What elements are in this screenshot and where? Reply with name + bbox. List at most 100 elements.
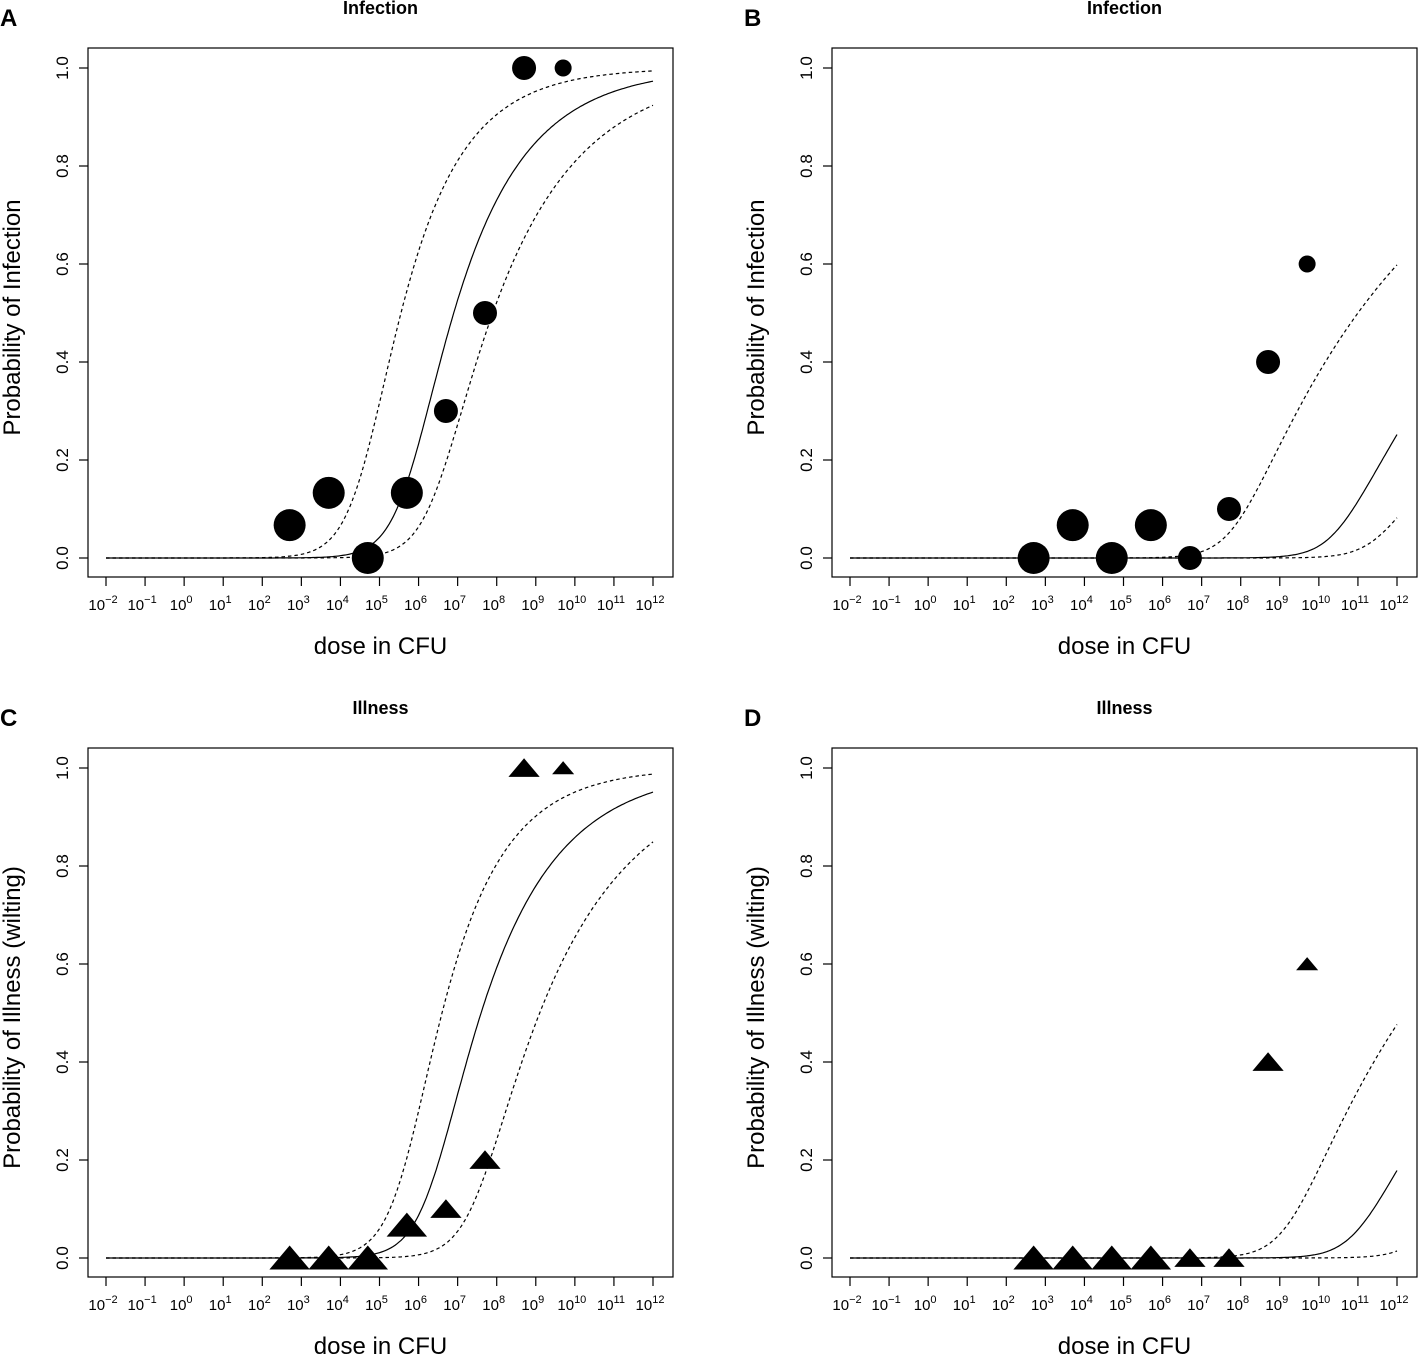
- x-tick-label: 1012: [1380, 1294, 1409, 1314]
- x-tick-label: 10−2: [88, 1294, 117, 1314]
- y-tick-label: 0.6: [53, 252, 72, 276]
- x-tick-label: 1012: [636, 594, 665, 614]
- panel-letter: A: [0, 5, 17, 32]
- data-point: [512, 56, 537, 80]
- y-tick-label: 0.4: [53, 1050, 72, 1074]
- x-tick-label: 109: [521, 1294, 544, 1314]
- y-tick-label: 0.0: [797, 546, 816, 570]
- y-tick-label: 0.6: [797, 952, 816, 976]
- x-tick-label: 108: [1226, 594, 1249, 614]
- data-point: [390, 476, 423, 509]
- x-tick-label: 10−1: [871, 1294, 900, 1314]
- panel-letter: C: [0, 705, 17, 732]
- x-tick-label: 107: [443, 594, 466, 614]
- x-tick-label: 103: [1031, 1294, 1054, 1314]
- lower-ci-curve: [106, 841, 654, 1259]
- data-point: [1130, 1245, 1172, 1270]
- y-tick-label: 0.8: [53, 154, 72, 178]
- y-tick-label: 0.2: [797, 448, 816, 472]
- chart-panel-c: C Illness 0.0 0.2 0.4 0.6 0.8 1.0 10−2 10−1 100 101…: [0, 698, 674, 1356]
- y-axis-label: Probability of Illness (wilting): [743, 866, 770, 1169]
- chart-title: Illness: [352, 698, 408, 718]
- y-tick-label: 0.6: [53, 952, 72, 976]
- x-axis-label: dose in CFU: [314, 633, 447, 660]
- x-tick-label: 108: [482, 1294, 505, 1314]
- y-tick-label: 0.0: [53, 546, 72, 570]
- x-tick-label: 105: [365, 594, 388, 614]
- x-tick-label: 1011: [1341, 594, 1369, 614]
- upper-ci-curve: [850, 1024, 1398, 1259]
- y-tick-label: 0.6: [797, 252, 816, 276]
- x-tick-label: 106: [1148, 594, 1171, 614]
- plot-frame: [87, 747, 674, 1278]
- data-point: [1174, 1248, 1206, 1267]
- x-tick-label: 108: [482, 594, 505, 614]
- x-tick-label: 105: [1109, 1294, 1132, 1314]
- x-tick-label: 1010: [557, 594, 586, 614]
- data-point: [269, 1245, 310, 1270]
- y-tick-label: 0.4: [53, 350, 72, 374]
- x-axis-label: dose in CFU: [1058, 1333, 1191, 1356]
- y-tick-label: 0.2: [53, 448, 72, 472]
- y-tick-label: 0.8: [797, 154, 816, 178]
- x-tick-label: 103: [287, 1294, 310, 1314]
- x-tick-label: 109: [1265, 594, 1288, 614]
- fit-curve: [106, 791, 654, 1259]
- y-tick-label: 0.8: [53, 854, 72, 878]
- x-tick-label: 1012: [1380, 594, 1409, 614]
- data-point: [312, 476, 345, 509]
- data-point: [552, 761, 575, 775]
- panel-letter: B: [744, 5, 761, 32]
- x-tick-label: 10−2: [832, 1294, 861, 1314]
- plot-frame: [831, 747, 1418, 1278]
- x-tick-label: 10−2: [832, 594, 861, 614]
- chart-panel-b: B Infection 0.0 0.2 0.4 0.6 0.8 1.0 10−2 10−1 100 1…: [743, 0, 1418, 660]
- x-tick-label: 1011: [1341, 1294, 1369, 1314]
- data-point: [308, 1245, 349, 1270]
- x-tick-label: 100: [914, 1294, 937, 1314]
- x-tick-label: 100: [170, 594, 193, 614]
- y-axis-label: Probability of Infection: [0, 199, 26, 435]
- data-point: [1056, 509, 1089, 542]
- x-tick-label: 101: [209, 1294, 232, 1314]
- x-tick-label: 1011: [597, 594, 625, 614]
- fit-curve: [850, 1170, 1398, 1259]
- x-tick-label: 105: [1109, 594, 1132, 614]
- x-tick-label: 102: [992, 594, 1015, 614]
- x-tick-label: 104: [1070, 1294, 1093, 1314]
- x-tick-label: 102: [248, 594, 271, 614]
- x-tick-label: 10−1: [127, 1294, 156, 1314]
- y-tick-label: 0.0: [797, 1246, 816, 1270]
- x-tick-label: 109: [521, 594, 544, 614]
- panel-letter: D: [744, 705, 761, 732]
- data-point: [1256, 350, 1281, 374]
- y-tick-label: 0.8: [797, 854, 816, 878]
- y-tick-label: 0.4: [797, 350, 816, 374]
- data-point: [1013, 1245, 1054, 1270]
- x-tick-label: 104: [1070, 594, 1093, 614]
- chart-panel-a: A Infection 0.0 0.2 0.4 0.6 0.8 1.0 10−2 10−1 100 1…: [0, 0, 674, 660]
- x-tick-label: 1011: [597, 1294, 625, 1314]
- chart-title: Infection: [343, 0, 418, 18]
- data-point: [351, 542, 384, 574]
- chart-panel-d: D Illness 0.0 0.2 0.4 0.6 0.8 1.0 10−2 10−1 100 101…: [743, 698, 1418, 1356]
- data-point: [1177, 546, 1202, 570]
- x-tick-label: 107: [1187, 1294, 1210, 1314]
- upper-ci-curve: [850, 264, 1398, 559]
- x-tick-label: 100: [170, 1294, 193, 1314]
- x-tick-label: 106: [404, 594, 427, 614]
- lower-ci-curve: [106, 104, 654, 559]
- x-tick-label: 101: [953, 1294, 976, 1314]
- y-axis-label: Probability of Infection: [743, 199, 770, 435]
- chart-title: Infection: [1087, 0, 1162, 18]
- data-point: [472, 301, 497, 325]
- data-point: [347, 1245, 389, 1270]
- y-tick-label: 0.4: [797, 1050, 816, 1074]
- fit-curve: [106, 80, 654, 559]
- x-tick-label: 1010: [1301, 594, 1330, 614]
- fit-curve: [850, 434, 1398, 559]
- x-tick-label: 108: [1226, 1294, 1249, 1314]
- data-point: [508, 758, 540, 777]
- x-tick-label: 105: [365, 1294, 388, 1314]
